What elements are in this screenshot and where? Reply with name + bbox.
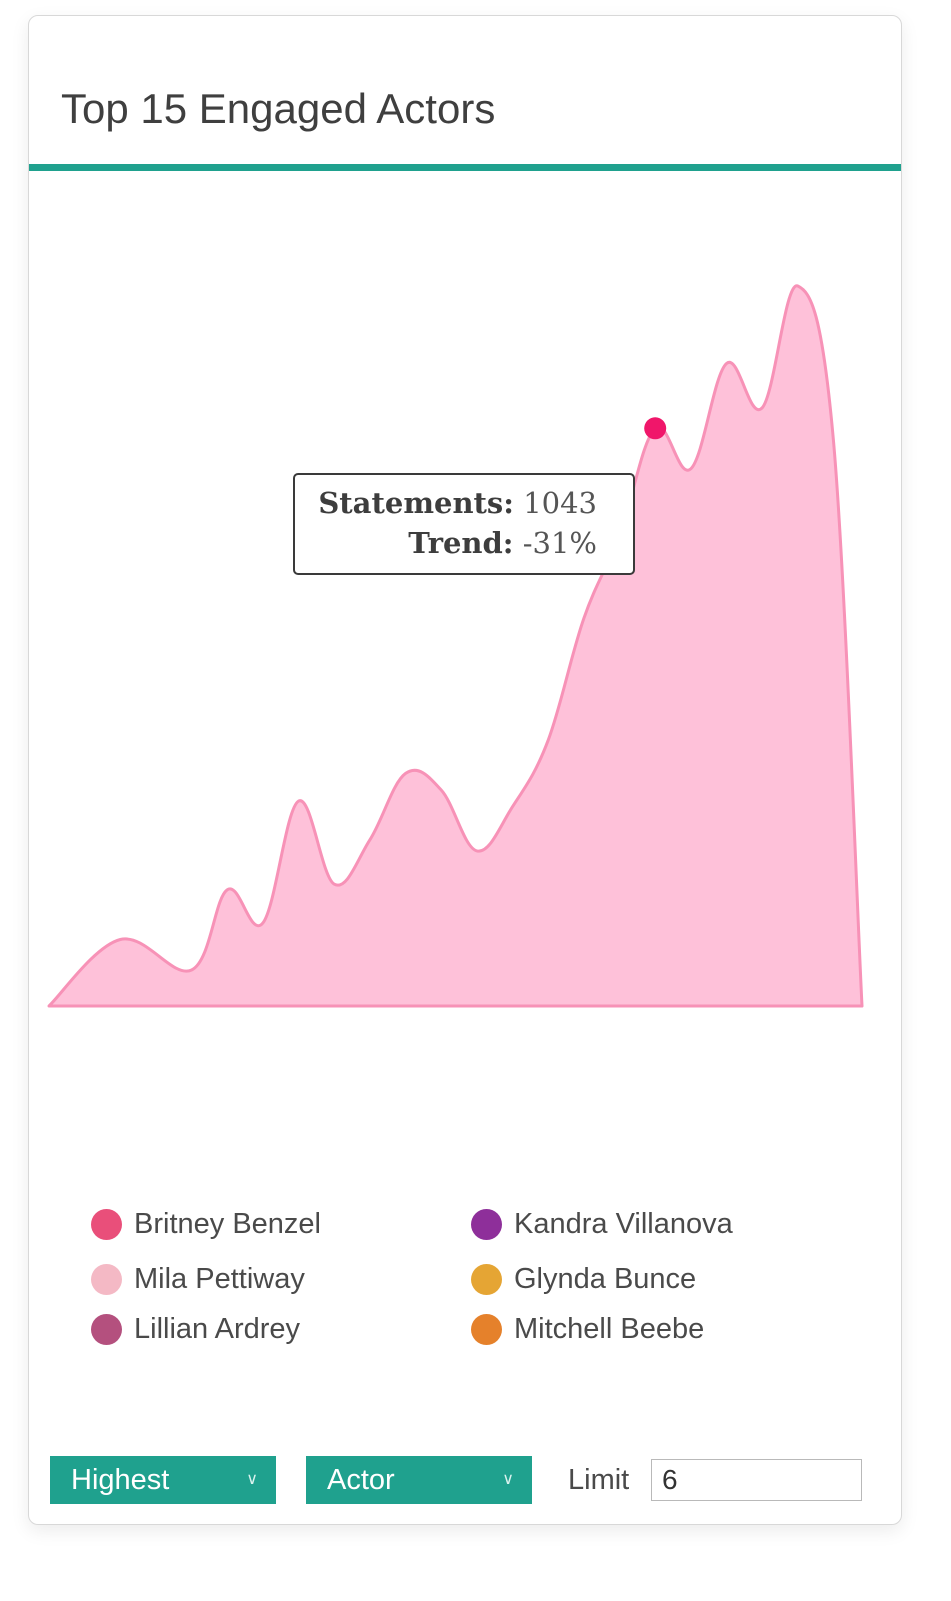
legend-swatch xyxy=(91,1208,122,1240)
legend-label: Glynda Bunce xyxy=(514,1262,697,1295)
legend-label: Lillian Ardrey xyxy=(134,1312,301,1345)
legend-swatch xyxy=(471,1263,502,1295)
legend-item-lillian-ardrey[interactable]: Lillian Ardrey xyxy=(91,1309,300,1349)
legend-swatch xyxy=(471,1208,502,1240)
group-by-select[interactable]: Actor ∨ xyxy=(306,1456,532,1504)
card-title: Top 15 Engaged Actors xyxy=(61,85,496,132)
limit-label: Limit xyxy=(568,1464,630,1496)
tooltip-trend-value: -31% xyxy=(522,526,597,560)
legend-item-britney-benzel[interactable]: Britney Benzel xyxy=(91,1204,321,1244)
legend-item-glynda-bunce[interactable]: Glynda Bunce xyxy=(471,1259,696,1299)
legend-swatch xyxy=(471,1313,502,1345)
legend: Britney Benzel Kandra Villanova Mila Pet… xyxy=(91,1204,871,1364)
tooltip-trend-row: Trend: -31% xyxy=(295,523,597,563)
area-chart xyxy=(47,284,864,1008)
legend-item-kandra-villanova[interactable]: Kandra Villanova xyxy=(471,1204,733,1244)
controls-bar: Highest ∨ Actor ∨ Limit xyxy=(29,1456,901,1506)
legend-item-mitchell-beebe[interactable]: Mitchell Beebe xyxy=(471,1309,704,1349)
tooltip-statements-row: Statements: 1043 xyxy=(295,483,597,523)
tooltip-statements-value: 1043 xyxy=(523,486,597,520)
legend-label: Mitchell Beebe xyxy=(514,1312,705,1345)
title-divider xyxy=(29,164,901,171)
legend-item-mila-pettiway[interactable]: Mila Pettiway xyxy=(91,1259,305,1299)
legend-label: Britney Benzel xyxy=(134,1207,321,1240)
group-by-value: Actor xyxy=(327,1464,395,1496)
legend-swatch xyxy=(91,1263,122,1295)
tooltip-statements-label: Statements: xyxy=(318,486,514,520)
tooltip-trend-label: Trend: xyxy=(408,526,514,560)
legend-swatch xyxy=(91,1313,122,1345)
legend-label: Mila Pettiway xyxy=(134,1262,305,1295)
tooltip: Statements: 1043 Trend: -31% xyxy=(293,473,635,575)
chevron-down-icon: ∨ xyxy=(246,1471,258,1488)
legend-label: Kandra Villanova xyxy=(514,1207,733,1240)
limit-input[interactable] xyxy=(651,1459,862,1501)
series-area xyxy=(47,284,864,1008)
chevron-down-icon: ∨ xyxy=(502,1471,514,1488)
sort-order-value: Highest xyxy=(71,1464,170,1496)
chart-card: Top 15 Engaged Actors Statements: 1043 T… xyxy=(28,15,902,1525)
sort-order-select[interactable]: Highest ∨ xyxy=(50,1456,276,1504)
highlight-point[interactable] xyxy=(644,417,667,440)
